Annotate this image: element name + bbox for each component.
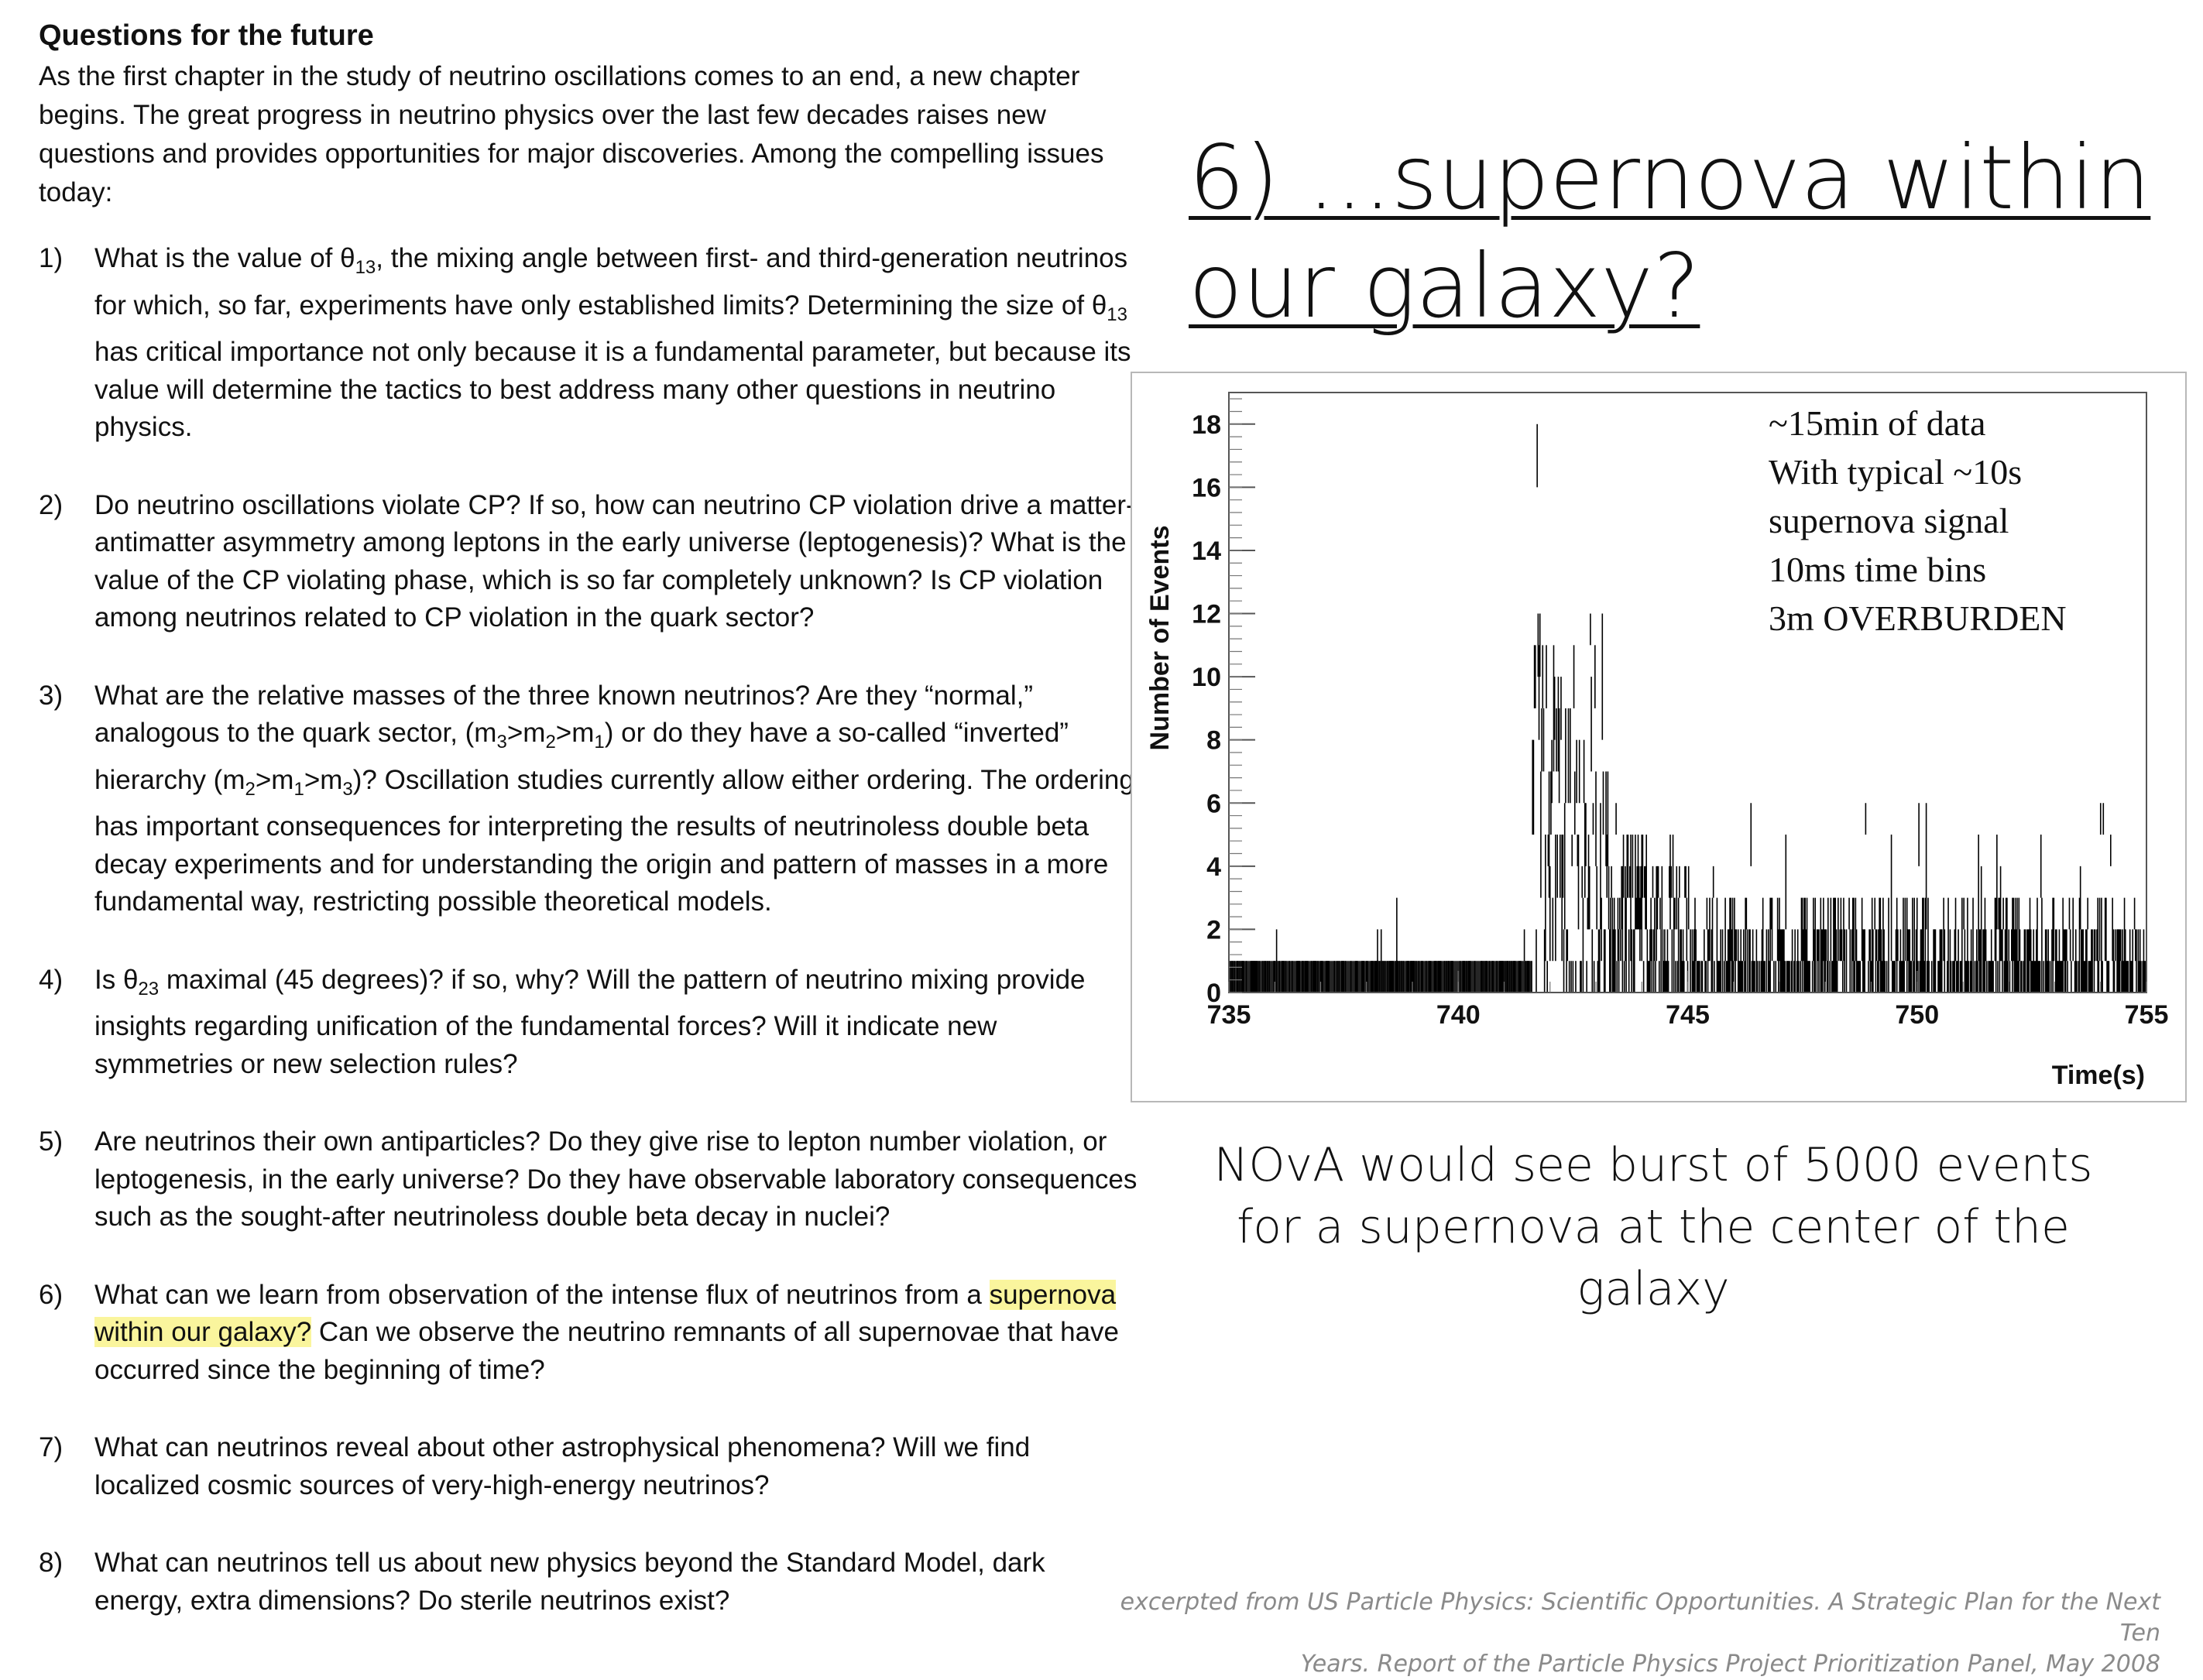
histogram-svg: 0 2 4 6 8 10 12 14 16 18 735 740 745 750 755 Number of… (1145, 392, 2168, 1090)
y-tick-label: 12 (1192, 600, 1221, 629)
question-number: 5) (39, 1126, 63, 1157)
source-citation: excerpted from US Particle Physics: Scie… (1120, 1589, 2160, 1678)
chart-annotation-line: ~15min of data (1769, 403, 1985, 443)
question-number: 4) (39, 964, 63, 995)
histogram-chart: 0 2 4 6 8 10 12 14 16 18 735 740 745 750 755 Number of… (1131, 372, 2187, 1102)
y-axis-label: Number of Events (1145, 526, 1175, 751)
chart-caption: NOvA would see burst of 5000 events for … (1213, 1138, 2093, 1316)
axis-ticks (1228, 398, 2147, 993)
question-7: 7) What can neutrinos reveal about other… (39, 1429, 1138, 1504)
background-band (1229, 961, 1532, 993)
chart-annotation-line: 10ms time bins (1769, 550, 1986, 589)
question-number: 2) (39, 489, 63, 520)
question-number: 7) (39, 1432, 63, 1462)
question-8: 8) What can neutrinos tell us about new … (39, 1545, 1138, 1620)
chart-annotation-line: 3m OVERBURDEN (1769, 598, 2067, 638)
x-tick-label: 750 (1895, 1000, 1939, 1030)
x-tick-label: 740 (1436, 1000, 1481, 1030)
y-tick-label: 18 (1192, 410, 1221, 440)
question-number: 3) (39, 680, 63, 711)
section-heading: Questions for the future (39, 19, 374, 52)
question-number: 6) (39, 1279, 63, 1310)
y-tick-label: 16 (1192, 473, 1221, 502)
x-tick-label: 735 (1207, 1000, 1251, 1030)
x-axis-label: Time(s) (2052, 1061, 2145, 1090)
slide-title: 6) ...supernova within our galaxy? (1189, 126, 2151, 338)
question-2: 2) Do neutrino oscillations violate CP? … (39, 487, 1138, 637)
chart-annotation-line: With typical ~10s (1769, 452, 2022, 492)
histogram-bars (1228, 423, 2147, 993)
y-tick-label: 6 (1206, 789, 1221, 818)
axis-labels: 0 2 4 6 8 10 12 14 16 18 735 740 745 750 755 (1192, 410, 2168, 1030)
y-tick-label: 2 (1206, 915, 1221, 945)
question-5: 5) Are neutrinos their own antiparticles… (39, 1123, 1138, 1236)
question-4: 4) Is θ23 maximal (45 degrees)? if so, w… (39, 962, 1138, 1084)
question-number: 8) (39, 1548, 63, 1578)
y-tick-label: 8 (1206, 726, 1221, 756)
y-tick-label: 14 (1192, 537, 1221, 566)
intro-paragraph: As the first chapter in the study of neu… (39, 61, 1104, 207)
question-number: 1) (39, 243, 63, 273)
document-text: Questions for the future As the first ch… (39, 17, 1138, 1620)
question-3: 3) What are the relative masses of the t… (39, 677, 1138, 921)
chart-annotation-line: supernova signal (1769, 501, 2009, 540)
question-1: 1) What is the value of θ13, the mixing … (39, 240, 1138, 447)
y-tick-label: 4 (1206, 852, 1221, 882)
y-tick-label: 10 (1192, 663, 1221, 692)
x-tick-label: 745 (1666, 1000, 1710, 1030)
chart-annotations: ~15min of data With typical ~10s supernova… (1769, 403, 2067, 638)
x-tick-label: 755 (2125, 1000, 2169, 1030)
y-tick-label: 0 (1206, 979, 1221, 1008)
question-6: 6) What can we learn from observation of… (39, 1277, 1138, 1390)
